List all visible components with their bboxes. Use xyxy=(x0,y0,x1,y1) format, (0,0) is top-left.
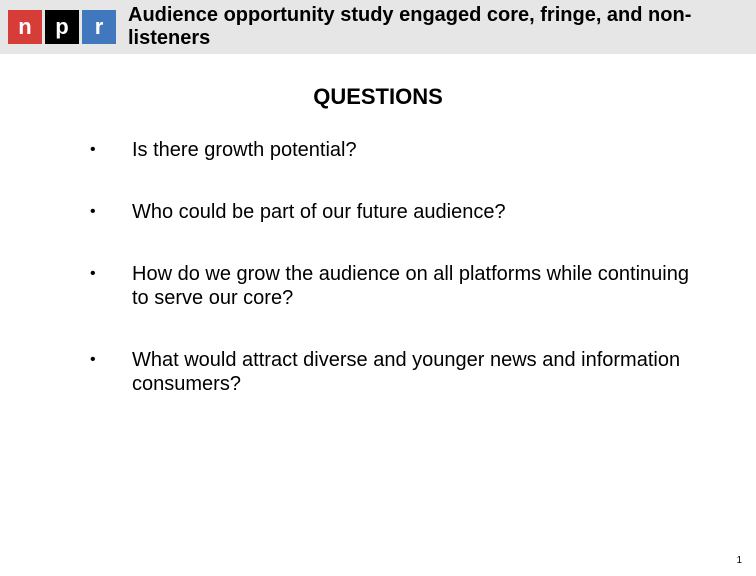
list-item: • Is there growth potential? xyxy=(90,138,696,162)
bullet-icon: • xyxy=(90,262,132,283)
bullet-icon: • xyxy=(90,200,132,221)
bullet-text: Who could be part of our future audience… xyxy=(132,200,696,224)
content-area: QUESTIONS • Is there growth potential? •… xyxy=(0,54,756,396)
npr-logo: n p r xyxy=(8,10,116,44)
list-item: • What would attract diverse and younger… xyxy=(90,348,696,396)
bullet-icon: • xyxy=(90,138,132,159)
logo-box-n: n xyxy=(8,10,42,44)
bullet-list: • Is there growth potential? • Who could… xyxy=(60,138,696,396)
bullet-text: Is there growth potential? xyxy=(132,138,696,162)
list-item: • Who could be part of our future audien… xyxy=(90,200,696,224)
logo-box-r: r xyxy=(82,10,116,44)
header: n p r Audience opportunity study engaged… xyxy=(0,0,756,54)
list-item: • How do we grow the audience on all pla… xyxy=(90,262,696,310)
bullet-text: What would attract diverse and younger n… xyxy=(132,348,696,396)
page-number: 1 xyxy=(736,555,742,566)
section-heading: QUESTIONS xyxy=(60,84,696,110)
bullet-icon: • xyxy=(90,348,132,369)
logo-box-p: p xyxy=(45,10,79,44)
slide-title: Audience opportunity study engaged core,… xyxy=(128,4,748,50)
bullet-text: How do we grow the audience on all platf… xyxy=(132,262,696,310)
